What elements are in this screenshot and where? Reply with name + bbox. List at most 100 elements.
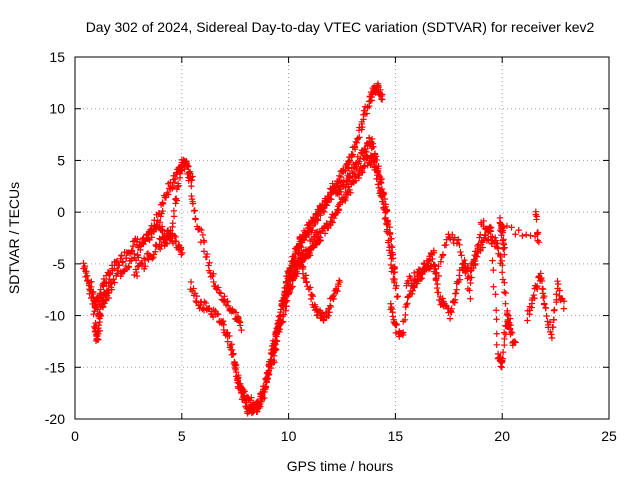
data-point	[402, 311, 409, 319]
data-point	[439, 295, 446, 302]
data-point	[506, 315, 514, 322]
data-point	[297, 256, 304, 263]
data-point	[132, 266, 140, 273]
data-point	[452, 290, 460, 297]
x-tick-label: 10	[281, 428, 297, 444]
data-point	[270, 345, 278, 353]
data-point	[457, 248, 464, 256]
data-point	[408, 290, 416, 298]
data-point	[214, 311, 222, 318]
data-point	[370, 157, 378, 164]
data-point	[335, 277, 343, 284]
data-point	[188, 182, 195, 190]
data-point	[501, 341, 508, 349]
data-point	[368, 135, 376, 143]
data-point	[458, 252, 465, 259]
data-point	[284, 281, 291, 289]
data-point	[432, 270, 439, 277]
data-point	[302, 232, 310, 239]
data-point	[125, 263, 132, 270]
data-point	[248, 394, 255, 401]
data-point	[224, 298, 231, 306]
data-point	[198, 226, 205, 234]
data-point	[145, 256, 152, 263]
data-point	[531, 233, 539, 240]
data-point	[307, 284, 314, 291]
data-point	[363, 148, 370, 156]
plot-area-frame	[74, 56, 610, 420]
data-point	[542, 304, 549, 311]
data-point	[501, 244, 508, 251]
data-point	[306, 220, 313, 228]
data-point	[107, 279, 114, 286]
data-point	[152, 248, 159, 255]
data-point	[407, 274, 414, 282]
data-point	[347, 189, 354, 196]
data-point	[507, 321, 514, 329]
data-point	[112, 258, 120, 266]
data-point	[119, 259, 126, 266]
data-point	[96, 318, 103, 326]
data-point	[150, 225, 157, 233]
data-point	[159, 207, 166, 215]
data-point	[277, 312, 284, 319]
data-point	[80, 260, 87, 267]
data-point	[377, 86, 384, 94]
series-track-c	[90, 279, 115, 345]
data-point	[349, 151, 356, 158]
data-point	[515, 226, 522, 234]
data-point	[435, 263, 442, 270]
data-point	[96, 292, 103, 299]
data-point	[384, 239, 392, 246]
data-point	[497, 220, 504, 227]
data-point	[551, 306, 558, 314]
data-point	[499, 355, 506, 362]
data-point	[492, 307, 500, 314]
data-point	[105, 289, 112, 297]
data-point	[325, 312, 332, 320]
data-point	[308, 291, 316, 298]
data-point	[82, 273, 89, 281]
data-point	[493, 330, 500, 337]
data-point	[89, 288, 96, 295]
data-point	[146, 236, 153, 244]
data-point	[342, 197, 349, 205]
data-point	[268, 356, 275, 364]
data-point	[508, 329, 516, 337]
data-point	[97, 286, 104, 293]
data-point	[128, 247, 136, 254]
data-point	[546, 319, 554, 326]
data-point	[292, 250, 299, 258]
data-point	[379, 91, 386, 98]
data-point	[120, 268, 127, 275]
data-point	[153, 221, 160, 228]
data-point	[404, 300, 411, 307]
data-point	[508, 328, 515, 336]
data-point	[548, 334, 556, 342]
data-point	[159, 200, 167, 207]
data-point	[303, 278, 310, 285]
data-point	[541, 300, 548, 307]
data-point	[110, 276, 117, 283]
data-point	[360, 107, 368, 114]
data-point	[468, 274, 475, 281]
data-point	[530, 291, 537, 299]
data-point	[548, 331, 555, 338]
data-point	[135, 254, 142, 261]
data-point	[493, 316, 500, 323]
data-point	[411, 284, 418, 291]
data-point	[456, 241, 463, 249]
data-point	[283, 282, 290, 290]
data-point	[184, 162, 192, 170]
data-point	[119, 258, 127, 265]
data-point	[156, 218, 164, 226]
data-point	[410, 283, 417, 291]
data-point	[356, 158, 363, 165]
data-point	[425, 265, 433, 273]
data-point	[199, 231, 207, 239]
data-point	[190, 285, 197, 292]
x-tick-label: 5	[178, 428, 186, 444]
data-point	[293, 263, 301, 271]
data-point	[229, 351, 237, 358]
data-point	[133, 272, 141, 280]
